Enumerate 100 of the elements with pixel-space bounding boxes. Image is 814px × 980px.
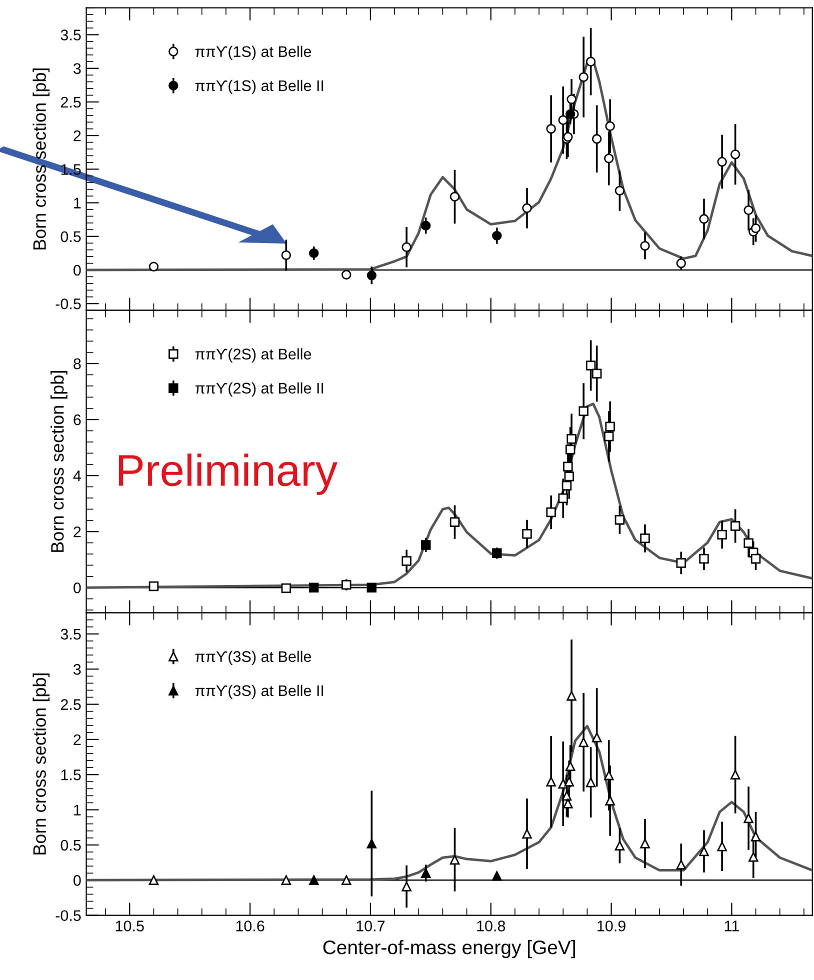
point bbox=[614, 186, 625, 196]
point bbox=[699, 554, 709, 564]
point bbox=[558, 115, 568, 125]
x-tick-label: 10.5 bbox=[116, 920, 144, 932]
point bbox=[676, 258, 686, 268]
point bbox=[578, 737, 588, 748]
y-tick-label: 1 bbox=[74, 804, 81, 816]
y-tick-label: 0 bbox=[74, 264, 81, 276]
point bbox=[586, 778, 596, 788]
point bbox=[148, 262, 159, 272]
point bbox=[450, 854, 460, 865]
point bbox=[281, 250, 292, 260]
point bbox=[744, 538, 754, 548]
point bbox=[342, 875, 352, 886]
point bbox=[564, 472, 574, 482]
point bbox=[744, 813, 754, 824]
y-tick-label: 3 bbox=[74, 63, 81, 74]
point bbox=[592, 134, 602, 144]
point bbox=[492, 871, 502, 881]
y-tick-label: -0.5 bbox=[56, 910, 81, 922]
y-tick-label: 2.5 bbox=[60, 699, 81, 710]
point bbox=[592, 732, 602, 742]
line-series bbox=[86, 724, 812, 882]
x-tick-label: 10.9 bbox=[598, 920, 626, 932]
y-tick-label: 3.5 bbox=[60, 628, 81, 640]
point bbox=[614, 514, 625, 525]
point bbox=[699, 214, 709, 224]
y-tick-label: 2 bbox=[74, 130, 81, 142]
point bbox=[565, 444, 576, 454]
point bbox=[676, 860, 686, 870]
y-tick-label: 4 bbox=[73, 470, 81, 482]
y-tick-label: 8 bbox=[74, 358, 81, 370]
point bbox=[522, 203, 532, 214]
y-tick-label: -0.5 bbox=[56, 298, 81, 310]
annotation: Preliminary bbox=[118, 454, 338, 495]
point bbox=[563, 462, 573, 472]
point bbox=[592, 368, 602, 378]
point bbox=[730, 150, 740, 160]
y-tick-label: 2.5 bbox=[60, 96, 81, 108]
point bbox=[640, 240, 650, 251]
y-tick-label: 1.5 bbox=[61, 770, 81, 780]
point bbox=[566, 690, 576, 701]
point bbox=[522, 828, 532, 839]
x-tick-label: 11 bbox=[724, 920, 739, 932]
point bbox=[558, 493, 568, 504]
y-axis-title: Born cross section [pb] bbox=[32, 674, 50, 854]
point bbox=[699, 846, 709, 856]
point bbox=[342, 270, 352, 280]
point bbox=[281, 875, 292, 886]
point bbox=[604, 154, 614, 164]
legend-label: ππϒ(1S) at Belle II bbox=[195, 80, 324, 94]
legend-label: ππϒ(1S) at Belle bbox=[195, 46, 312, 60]
point bbox=[148, 875, 159, 886]
point bbox=[605, 121, 615, 132]
point bbox=[546, 776, 556, 787]
point bbox=[402, 242, 412, 252]
point bbox=[402, 882, 412, 892]
point bbox=[450, 192, 460, 202]
point bbox=[750, 554, 761, 564]
point bbox=[750, 223, 761, 234]
point bbox=[342, 580, 352, 590]
point bbox=[730, 521, 740, 531]
point bbox=[309, 582, 319, 592]
x-tick-label: 10.6 bbox=[236, 920, 264, 932]
point bbox=[366, 270, 377, 280]
point bbox=[586, 360, 596, 370]
point bbox=[640, 533, 650, 544]
point bbox=[281, 583, 292, 594]
legend-label: ππϒ(3S) at Belle II bbox=[195, 684, 324, 700]
point bbox=[366, 838, 377, 848]
legend-label: ππϒ(2S) at Belle bbox=[195, 348, 312, 363]
y-axis-title: Born cross section [pb] bbox=[50, 371, 68, 552]
y-tick-label: 3.5 bbox=[60, 30, 81, 40]
point bbox=[717, 156, 727, 167]
point bbox=[492, 548, 502, 558]
point bbox=[566, 434, 576, 444]
y-tick-label: 0 bbox=[74, 875, 81, 886]
point bbox=[578, 72, 588, 82]
x-axis-title: Center-of-mass energy [GeV] bbox=[323, 940, 575, 958]
point bbox=[676, 558, 686, 568]
point bbox=[402, 556, 412, 566]
point bbox=[450, 517, 460, 527]
y-axis-title: Born cross section [pb] bbox=[32, 68, 50, 250]
point bbox=[309, 875, 319, 886]
point bbox=[605, 422, 615, 432]
point bbox=[744, 205, 754, 216]
point bbox=[420, 220, 431, 230]
point bbox=[562, 480, 572, 491]
y-tick-label: 0.5 bbox=[60, 840, 81, 851]
legend-label: ππϒ(3S) at Belle bbox=[195, 650, 312, 666]
y-tick-label: 2 bbox=[74, 526, 81, 538]
point bbox=[640, 838, 650, 848]
point bbox=[566, 94, 576, 104]
point bbox=[492, 230, 502, 241]
y-tick-label: 0 bbox=[74, 582, 81, 594]
point bbox=[309, 248, 319, 258]
point bbox=[586, 56, 596, 66]
y-tick-label: 1 bbox=[74, 198, 81, 208]
point bbox=[148, 581, 159, 592]
x-tick-label: 10.8 bbox=[477, 920, 506, 932]
